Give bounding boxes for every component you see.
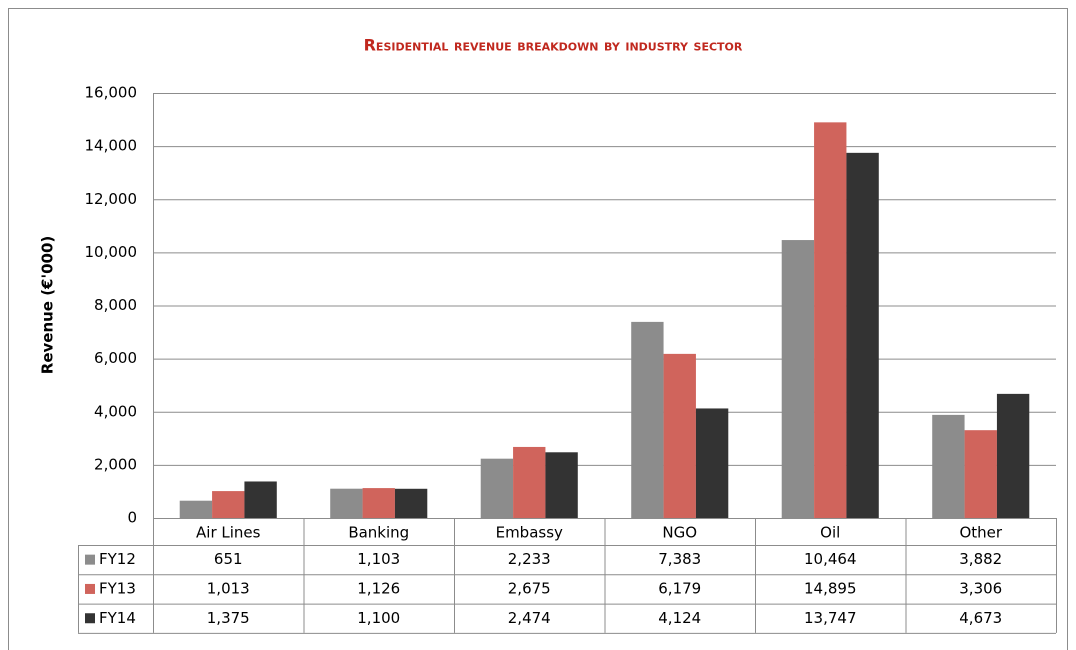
- bar: [545, 452, 578, 518]
- legend-label: FY12: [99, 550, 136, 568]
- table-cell: 3,306: [959, 579, 1002, 597]
- bar: [513, 446, 546, 518]
- table-cell: 10,464: [804, 550, 857, 568]
- y-tick-label: 12,000: [85, 190, 138, 208]
- legend-swatch: [85, 583, 95, 594]
- chart-title: Residential revenue breakdown by industr…: [364, 36, 743, 55]
- legend-label: FY14: [99, 609, 136, 627]
- table-cell: 14,895: [804, 579, 857, 597]
- table-cell: 4,124: [658, 609, 701, 627]
- y-tick-label: 2,000: [94, 455, 137, 473]
- table-cell: 4,673: [959, 609, 1002, 627]
- table-cell: 1,126: [357, 579, 400, 597]
- bar: [996, 393, 1030, 518]
- bar: [846, 152, 879, 518]
- legend-swatch: [85, 613, 95, 624]
- x-tick-label: Banking: [348, 524, 409, 542]
- y-tick-label: 14,000: [85, 137, 138, 155]
- table-cell: 1,103: [357, 550, 400, 568]
- y-tick-label: 4,000: [94, 402, 137, 420]
- x-tick-label: Oil: [820, 524, 840, 542]
- bar: [480, 458, 514, 518]
- table-cell: 2,675: [508, 579, 551, 597]
- y-tick-label: 6,000: [94, 349, 137, 367]
- y-tick-label: 8,000: [94, 296, 137, 314]
- table-cell: 6,179: [658, 579, 701, 597]
- legend-label: FY13: [99, 579, 136, 597]
- bar: [330, 488, 363, 518]
- table-cell: 2,474: [508, 609, 551, 627]
- y-tick-label: 10,000: [85, 243, 138, 261]
- x-tick-label: Air Lines: [196, 524, 261, 542]
- bar: [964, 430, 997, 518]
- table-cell: 651: [214, 550, 243, 568]
- bar: [394, 488, 428, 518]
- x-tick-label: Embassy: [496, 524, 563, 542]
- bar: [814, 122, 847, 518]
- table-cell: 7,383: [658, 550, 701, 568]
- x-tick-label: Other: [959, 524, 1002, 542]
- chart-border: [8, 8, 1068, 650]
- table-cell: 13,747: [804, 609, 857, 627]
- table-cell: 1,013: [207, 579, 250, 597]
- bar: [932, 414, 965, 518]
- legend-swatch: [85, 554, 95, 565]
- x-tick-label: NGO: [662, 524, 697, 542]
- bar: [179, 500, 213, 518]
- table-cell: 2,233: [508, 550, 551, 568]
- bar: [244, 481, 277, 518]
- y-axis-label: Revenue (€'000): [39, 236, 57, 374]
- bar: [212, 491, 245, 518]
- table-cell: 1,375: [207, 609, 250, 627]
- table-cell: 3,882: [959, 550, 1002, 568]
- bar: [631, 321, 664, 518]
- bar: [781, 240, 815, 519]
- bar: [695, 408, 729, 518]
- table-cell: 1,100: [357, 609, 400, 627]
- bar: [663, 353, 696, 518]
- bar: [362, 488, 395, 518]
- y-tick-label: 0: [127, 509, 137, 527]
- y-tick-label: 16,000: [85, 84, 138, 102]
